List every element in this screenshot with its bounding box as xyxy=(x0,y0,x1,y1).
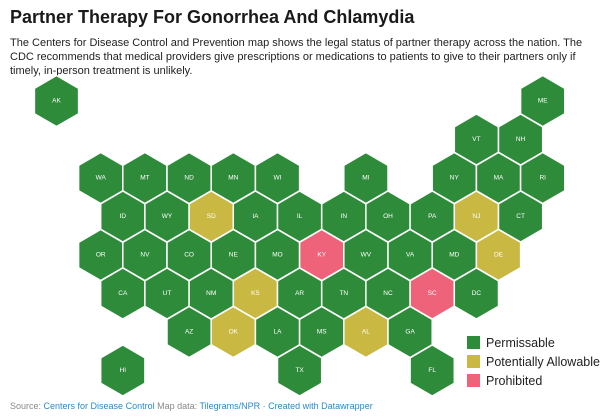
state-tile-dc[interactable]: DC xyxy=(453,267,500,320)
state-label: MN xyxy=(228,175,238,182)
state-label: FL xyxy=(428,367,436,374)
legend-label: Potentially Allowable xyxy=(486,354,600,369)
state-label: RI xyxy=(539,175,546,182)
source-footer: Source: Centers for Disease Control Map … xyxy=(10,401,373,411)
state-label: WA xyxy=(96,175,107,182)
state-label: DE xyxy=(494,252,504,259)
state-label: MD xyxy=(449,252,459,259)
map-legend: Permissable Potentially Allowable Prohib… xyxy=(467,333,600,390)
state-label: HI xyxy=(120,367,127,374)
state-label: WV xyxy=(361,252,372,259)
state-label: TN xyxy=(339,290,348,297)
state-label: MS xyxy=(317,329,327,336)
state-label: AR xyxy=(295,290,304,297)
footer-separator: · xyxy=(260,401,269,411)
map-data-prefix: Map data: xyxy=(154,401,200,411)
state-label: NY xyxy=(450,175,460,182)
state-tile-hi[interactable]: HI xyxy=(99,344,146,397)
page-title: Partner Therapy For Gonorrhea And Chlamy… xyxy=(10,7,415,27)
legend-swatch-potentially-allowable xyxy=(467,355,480,368)
legend-swatch-prohibited xyxy=(467,374,480,387)
map-data-link[interactable]: Tilegrams/NPR xyxy=(199,401,261,411)
state-label: ND xyxy=(184,175,194,182)
state-label: NH xyxy=(516,136,526,143)
datawrapper-credit-link[interactable]: Created with Datawrapper xyxy=(268,401,373,411)
state-label: SD xyxy=(207,213,216,220)
state-tile-ak[interactable]: AK xyxy=(33,74,80,128)
state-label: ME xyxy=(538,98,548,105)
state-label: OR xyxy=(96,252,106,259)
legend-swatch-permissable xyxy=(467,336,480,349)
state-label: CA xyxy=(118,290,128,297)
source-link[interactable]: Centers for Disease Control xyxy=(43,401,155,411)
state-label: KS xyxy=(251,290,260,297)
state-hex[interactable] xyxy=(33,74,80,128)
state-label: VT xyxy=(472,136,480,143)
state-label: PA xyxy=(428,213,437,220)
state-label: NV xyxy=(140,252,150,259)
state-label: OH xyxy=(383,213,393,220)
state-label: NM xyxy=(206,290,216,297)
state-hex[interactable] xyxy=(99,344,146,397)
state-label: KY xyxy=(317,252,326,259)
state-label: ID xyxy=(120,213,127,220)
state-hex[interactable] xyxy=(276,344,323,397)
state-hex[interactable] xyxy=(409,344,456,397)
legend-item-permissable: Permissable xyxy=(467,333,600,352)
state-label: MO xyxy=(272,252,282,259)
source-prefix: Source: xyxy=(10,401,44,411)
state-label: TX xyxy=(295,367,304,374)
state-label: WY xyxy=(162,213,173,220)
legend-label: Prohibited xyxy=(486,373,543,388)
state-label: LA xyxy=(274,329,283,336)
state-label: DC xyxy=(472,290,482,297)
state-label: MI xyxy=(362,175,369,182)
state-label: IA xyxy=(252,213,259,220)
state-label: CO xyxy=(184,252,194,259)
state-label: VA xyxy=(406,252,415,259)
state-label: NE xyxy=(229,252,239,259)
state-label: SC xyxy=(428,290,437,297)
state-label: AZ xyxy=(185,329,193,336)
state-label: UT xyxy=(163,290,172,297)
state-label: OK xyxy=(229,329,239,336)
state-label: MA xyxy=(494,175,504,182)
state-label: AL xyxy=(362,329,370,336)
state-hex[interactable] xyxy=(453,267,500,320)
state-tile-fl[interactable]: FL xyxy=(409,344,456,397)
legend-item-potentially-allowable: Potentially Allowable xyxy=(467,352,600,371)
state-label: CT xyxy=(516,213,525,220)
state-label: NC xyxy=(383,290,393,297)
state-label: IN xyxy=(341,213,348,220)
state-label: IL xyxy=(297,213,303,220)
state-label: WI xyxy=(274,175,282,182)
state-tile-tx[interactable]: TX xyxy=(276,344,323,397)
state-label: AK xyxy=(52,98,61,105)
state-label: MT xyxy=(140,175,149,182)
legend-item-prohibited: Prohibited xyxy=(467,371,600,390)
legend-label: Permissable xyxy=(486,335,555,350)
state-label: GA xyxy=(405,329,415,336)
page-description: The Centers for Disease Control and Prev… xyxy=(10,37,583,77)
state-label: NJ xyxy=(472,213,480,220)
